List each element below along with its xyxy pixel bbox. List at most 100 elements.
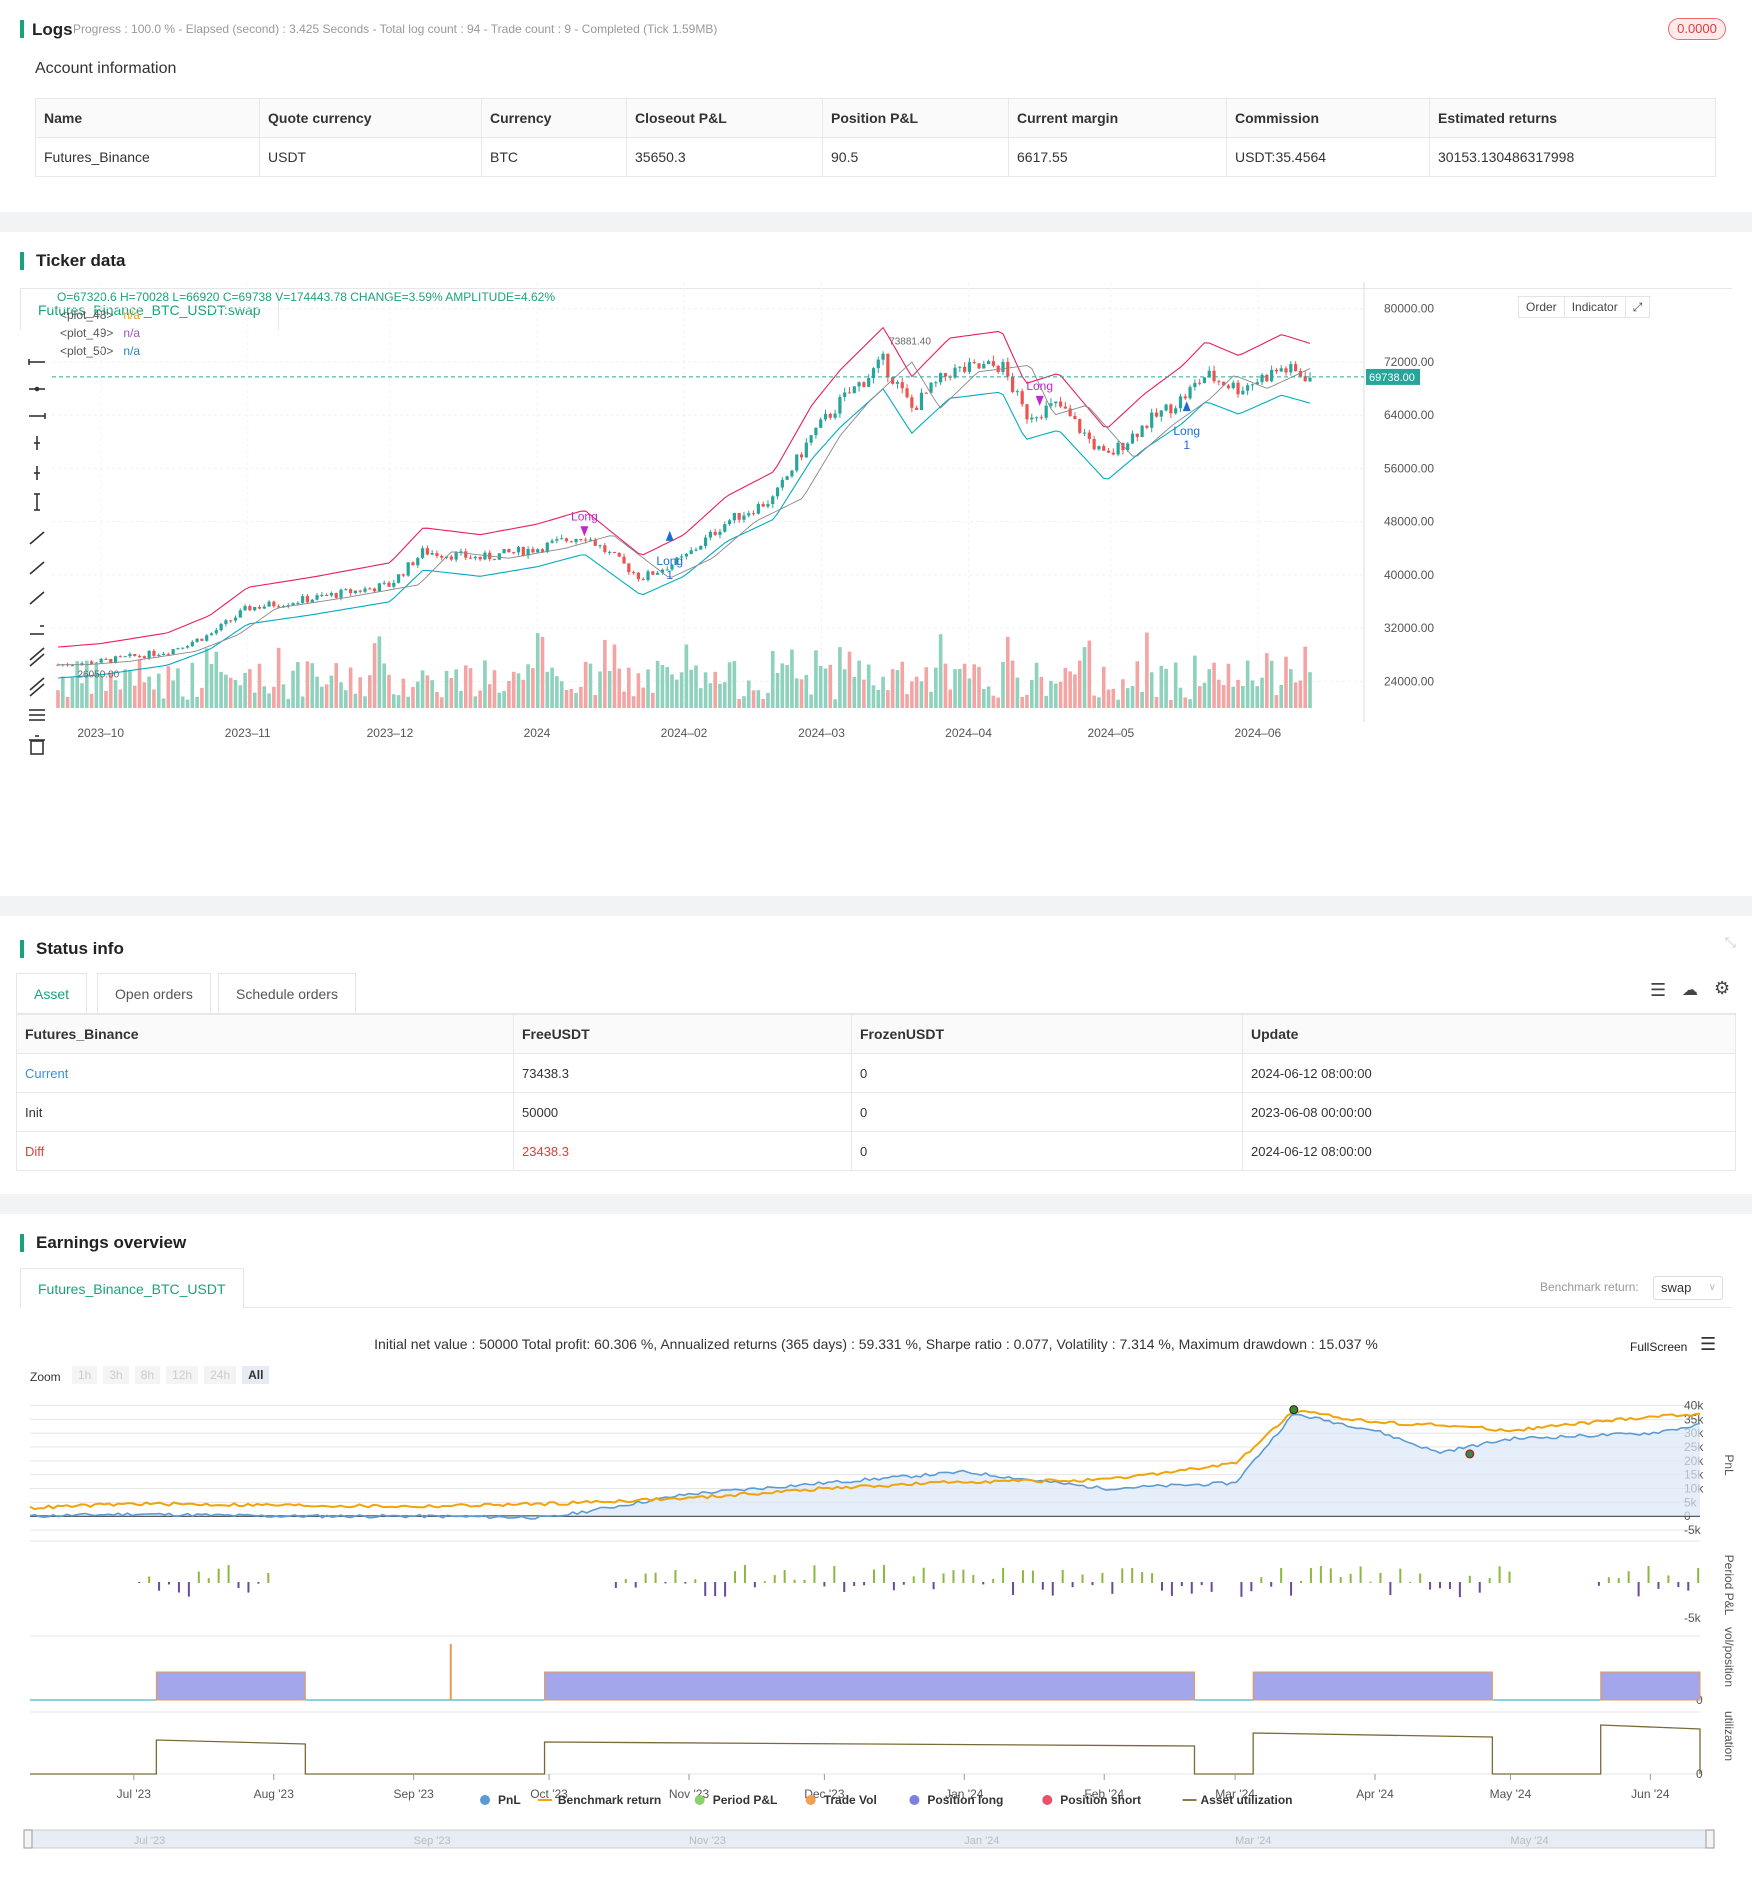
candle-body [612,551,617,554]
candle-body [1217,381,1221,383]
volume-bar [842,669,847,708]
volume-bar [938,634,943,708]
candle-body [286,605,290,607]
volume-bar [655,660,660,708]
candle-body [166,653,170,655]
candle-body [847,392,852,394]
volume-bar [953,669,957,708]
period-bar [138,1582,141,1584]
volume-bar [473,696,478,708]
asset-cell: 0 [851,1053,1243,1093]
legend-item[interactable]: Benchmark return [537,1793,661,1807]
zoom-24h[interactable]: 24h [204,1366,237,1384]
candle-body [727,520,732,525]
period-tick: -5k [1684,1611,1702,1625]
candle-body [219,623,223,631]
volume-bar [914,676,919,708]
volume-bar [943,663,948,708]
volume-bar [190,662,195,708]
candle-body [540,549,545,552]
legend-item[interactable]: Asset utilization [1182,1793,1293,1807]
period-bar [1280,1568,1283,1583]
volume-bar [905,694,909,708]
volume-bar [794,678,799,708]
cloud-download-icon[interactable]: ☁ [1682,982,1698,999]
collapse-icon[interactable]: ⤡ [1724,934,1736,950]
expand-icon[interactable]: ⤢ [1632,300,1643,314]
period-bar [267,1573,270,1583]
candle-body [1159,410,1163,417]
candle-body [262,606,266,609]
period-bar [1429,1582,1432,1590]
tab-earnings[interactable]: Futures_Binance_BTC_USDT [20,1268,244,1308]
gear-icon[interactable]: ⚙ [1714,978,1731,998]
volume-bar [516,673,521,708]
tab-ticker[interactable]: Futures_Binance_BTC_USDT:swap [20,288,279,330]
legend-item[interactable]: PnL [480,1793,521,1807]
candle-body [852,386,856,394]
navigator-tick: Jan '24 [964,1835,999,1847]
zoom-1h[interactable]: 1h [72,1366,98,1384]
legend-item[interactable]: Trade Vol [805,1793,877,1807]
table-row: Current 73438.3 0 2024-06-12 08:00:00 [16,1053,1736,1093]
volume-bar [823,668,828,708]
period-bar [1697,1567,1700,1583]
indicator-button[interactable]: Indicator [1565,297,1626,317]
legend-item[interactable]: Position long [909,1793,1003,1807]
candle-body [718,531,722,535]
period-bar [1170,1582,1173,1596]
period-bar [1329,1568,1332,1583]
candle-body [737,512,741,520]
candle-body [703,537,708,546]
x-tick-label: Mar '24 [1215,1787,1255,1801]
candle-body [406,562,410,576]
volume-bar [770,650,775,708]
period-bar [1498,1566,1501,1583]
tab-asset[interactable]: Asset [16,973,88,1013]
candle-body [377,583,381,592]
candlestick-chart[interactable]: 80000.00 72000.00 64000.00 56000.00 48000.00… [52,282,1712,752]
zoom-all[interactable]: All [242,1366,270,1384]
zoom-8h[interactable]: 8h [134,1366,161,1384]
zoom-12h[interactable]: 12h [166,1366,199,1384]
volume-bar [291,670,295,708]
tab-open-orders[interactable]: Open orders [97,973,211,1013]
candle-body [1063,406,1067,409]
period-bar [207,1578,210,1583]
candle-body [723,524,727,532]
zoom-3h[interactable]: 3h [103,1366,129,1384]
volume-bar [665,666,670,708]
legend-item[interactable]: Position short [1042,1793,1141,1807]
legend-item[interactable]: Period P&L [694,1793,778,1807]
volume-bar [300,696,305,708]
candle-body [358,590,362,592]
benchmark-select[interactable]: swap ∨ [1653,1276,1723,1300]
trade-label: Long [571,509,598,523]
x-tick-label: Feb '24 [1084,1787,1124,1801]
candle-body [747,513,751,516]
volume-bar [732,661,737,708]
candle-body [713,531,717,535]
volume-bar [1207,669,1212,708]
trade-label: Long [1026,379,1053,393]
navigator-handle-right [1705,1829,1715,1849]
period-bar [1160,1582,1163,1591]
tab-schedule-orders[interactable]: Schedule orders [218,973,356,1013]
candle-body [1193,382,1197,388]
period-bar [1657,1582,1660,1589]
period-bar [1309,1568,1312,1583]
candle-body [761,503,765,507]
candle-body [598,545,602,547]
candle-body [56,664,60,666]
fullscreen-button[interactable]: FullScreen [1630,1340,1688,1354]
candle-body [1154,412,1159,417]
candle-body [1202,377,1207,384]
menu-icon[interactable]: ☰ [1700,1334,1717,1354]
volume-bar [886,690,890,708]
volume-bar [1231,686,1236,708]
volume-bar [1130,686,1135,708]
list-icon[interactable]: ☰ [1650,980,1667,1000]
order-button[interactable]: Order [1519,297,1565,317]
volume-bar [919,681,924,708]
